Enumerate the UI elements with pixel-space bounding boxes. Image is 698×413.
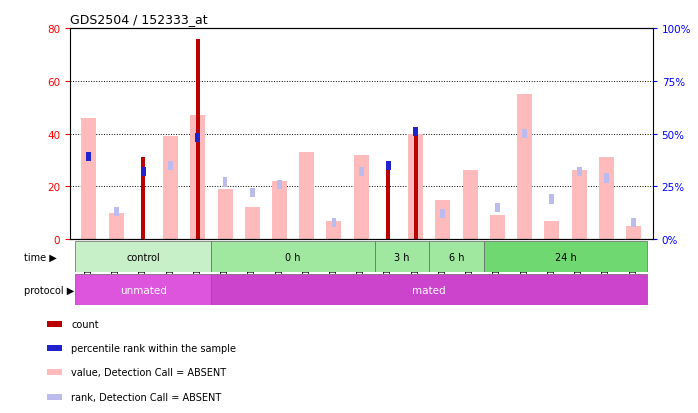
Bar bbox=[386, 161, 391, 171]
Bar bbox=[387, 163, 390, 240]
Bar bbox=[163, 137, 178, 240]
Bar bbox=[47, 345, 62, 351]
Bar bbox=[245, 208, 260, 240]
Text: 0 h: 0 h bbox=[285, 252, 301, 262]
Bar bbox=[218, 190, 232, 240]
Text: count: count bbox=[71, 319, 99, 329]
Bar bbox=[354, 155, 369, 240]
Bar bbox=[47, 370, 62, 375]
Bar bbox=[75, 275, 211, 306]
Bar bbox=[168, 161, 173, 171]
Bar bbox=[195, 134, 200, 143]
Bar bbox=[211, 275, 647, 306]
Text: 3 h: 3 h bbox=[394, 252, 410, 262]
Text: value, Detection Call = ABSENT: value, Detection Call = ABSENT bbox=[71, 368, 226, 377]
Bar bbox=[414, 137, 417, 240]
Bar bbox=[463, 171, 477, 240]
Bar bbox=[87, 153, 91, 162]
Bar bbox=[544, 221, 559, 240]
Bar bbox=[47, 394, 62, 400]
Bar bbox=[408, 134, 423, 240]
Bar bbox=[332, 218, 336, 227]
Bar bbox=[572, 171, 586, 240]
Bar bbox=[549, 195, 554, 204]
Text: time ▶: time ▶ bbox=[24, 252, 57, 262]
Bar bbox=[429, 242, 484, 273]
Text: GDS2504 / 152333_at: GDS2504 / 152333_at bbox=[70, 13, 207, 26]
Text: protocol ▶: protocol ▶ bbox=[24, 285, 75, 295]
Bar bbox=[82, 119, 96, 240]
Bar bbox=[277, 180, 282, 190]
Bar bbox=[75, 242, 211, 273]
Bar bbox=[250, 189, 255, 198]
Bar bbox=[327, 221, 341, 240]
Bar bbox=[47, 321, 62, 327]
Bar bbox=[141, 158, 145, 240]
Text: 6 h: 6 h bbox=[449, 252, 464, 262]
Bar bbox=[223, 178, 228, 187]
Bar bbox=[517, 95, 532, 240]
Bar bbox=[211, 242, 375, 273]
Bar bbox=[484, 242, 647, 273]
Bar bbox=[495, 203, 500, 213]
Text: unmated: unmated bbox=[120, 285, 167, 295]
Bar bbox=[359, 168, 364, 177]
Bar bbox=[195, 39, 200, 240]
Text: control: control bbox=[126, 252, 161, 262]
Bar bbox=[577, 168, 581, 177]
Text: mated: mated bbox=[413, 285, 446, 295]
Text: percentile rank within the sample: percentile rank within the sample bbox=[71, 343, 237, 353]
Bar bbox=[436, 200, 450, 240]
Bar bbox=[440, 210, 445, 219]
Bar bbox=[375, 242, 429, 273]
Bar bbox=[604, 174, 609, 183]
Text: rank, Detection Call = ABSENT: rank, Detection Call = ABSENT bbox=[71, 392, 221, 402]
Bar bbox=[272, 182, 287, 240]
Bar bbox=[141, 168, 146, 177]
Bar bbox=[299, 153, 314, 240]
Text: 24 h: 24 h bbox=[555, 252, 577, 262]
Bar bbox=[599, 158, 614, 240]
Bar bbox=[109, 213, 124, 240]
Bar bbox=[413, 128, 418, 137]
Bar bbox=[626, 226, 641, 240]
Bar bbox=[114, 208, 119, 217]
Bar bbox=[522, 130, 527, 139]
Bar bbox=[191, 116, 205, 240]
Bar bbox=[490, 216, 505, 240]
Bar bbox=[631, 218, 636, 227]
